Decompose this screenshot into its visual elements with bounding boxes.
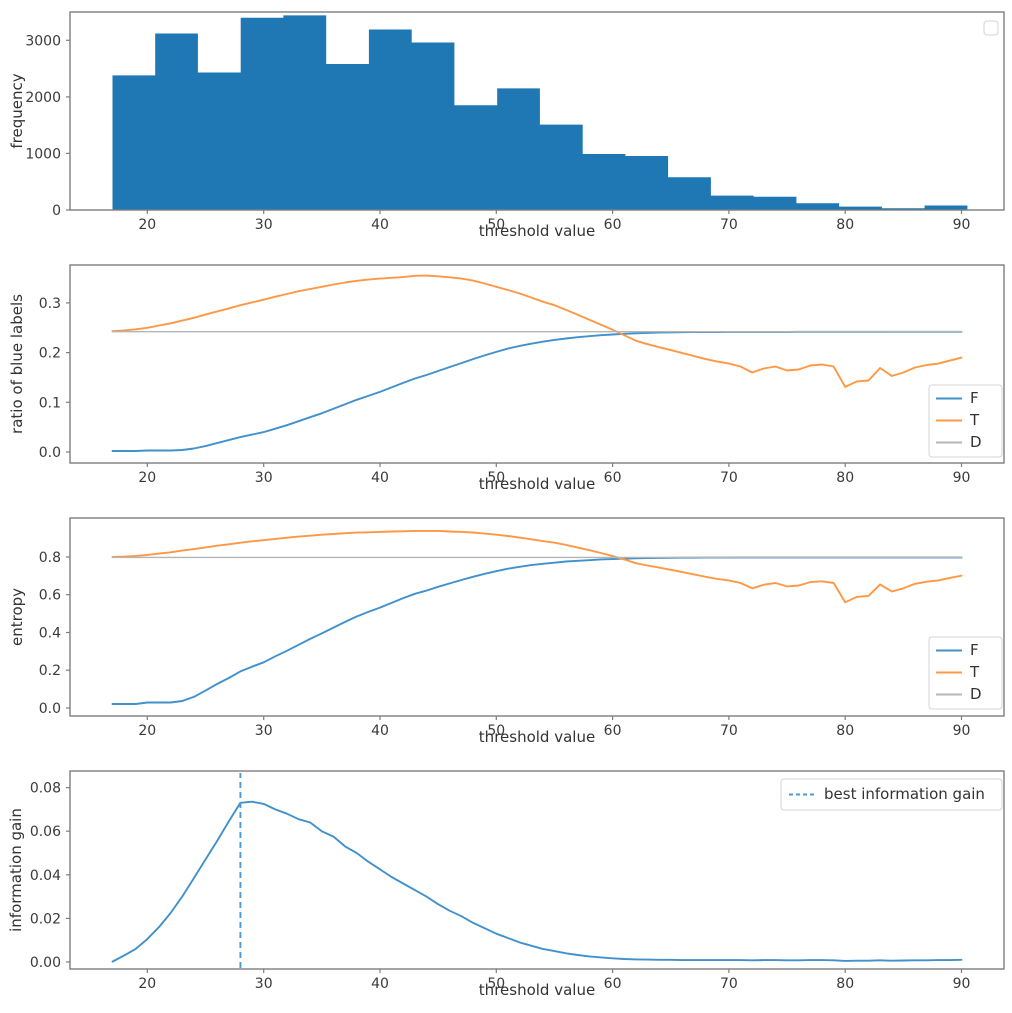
x-tick-label: 20: [138, 470, 156, 486]
x-tick-label: 60: [604, 470, 622, 486]
x-tick-label: 50: [487, 217, 505, 233]
x-tick-label: 80: [836, 470, 854, 486]
y-tick-label: 0.0: [39, 445, 61, 461]
legend-box: [780, 778, 1003, 811]
x-tick-label: 40: [371, 217, 389, 233]
x-tick-label: 70: [720, 976, 738, 992]
histogram-bars: [112, 15, 968, 211]
x-tick-label: 60: [604, 976, 622, 992]
x-tick-label: 30: [255, 217, 273, 233]
line-series-F: [111, 556, 963, 705]
x-tick-label: 40: [371, 723, 389, 739]
y-tick-label: 0: [52, 203, 61, 219]
x-tick-label: 50: [487, 723, 505, 739]
x-tick-label: 80: [836, 723, 854, 739]
axes-frame: [69, 770, 1005, 970]
x-tick-label: 40: [371, 470, 389, 486]
y-tick-label: 1000: [25, 146, 61, 162]
x-tick-label: 90: [953, 723, 971, 739]
y-tick-label: 0.8: [39, 550, 61, 566]
legend-label-d-ratio: D: [970, 433, 982, 451]
x-tick-label: 30: [255, 723, 273, 739]
x-tick-label: 70: [720, 723, 738, 739]
y-axis-label-ratio: ratio of blue labels: [8, 294, 26, 434]
line-series-F: [111, 330, 963, 452]
x-tick-label: 70: [720, 470, 738, 486]
x-tick-label: 90: [953, 470, 971, 486]
x-tick-label: 80: [836, 976, 854, 992]
x-tick-label: 20: [138, 723, 156, 739]
line-series-information-gain: [111, 800, 963, 963]
x-axis-label-2: threshold value: [478, 475, 596, 493]
y-tick-label: 0.2: [39, 663, 61, 679]
x-tick-label: 90: [953, 976, 971, 992]
x-tick-label: 50: [487, 976, 505, 992]
axes-frame: [69, 517, 1005, 717]
y-axis-label-information-gain: information gain: [7, 808, 25, 932]
y-tick-label: 0.1: [39, 395, 61, 411]
y-tick-label: 0.2: [39, 346, 61, 362]
x-tick-label: 30: [255, 976, 273, 992]
x-tick-label: 90: [953, 217, 971, 233]
axes-frame: [69, 264, 1005, 464]
x-axis-label-4: threshold value: [478, 981, 596, 999]
y-tick-label: 2000: [25, 90, 61, 106]
x-tick-label: 40: [371, 976, 389, 992]
line-series-T: [111, 274, 963, 388]
x-tick-label: 60: [604, 217, 622, 233]
legend-box: [983, 20, 999, 36]
x-tick-label: 20: [138, 976, 156, 992]
y-tick-label: 0.08: [30, 781, 61, 797]
legend-label-t-ratio: T: [970, 411, 980, 429]
y-tick-label: 3000: [25, 33, 61, 49]
x-axis-label-1: threshold value: [478, 222, 596, 240]
x-tick-label: 70: [720, 217, 738, 233]
y-tick-label: 0.02: [30, 911, 61, 927]
y-tick-label: 0.4: [39, 626, 61, 642]
x-tick-label: 60: [604, 723, 622, 739]
y-tick-label: 0.3: [39, 296, 61, 312]
legend-label-best-information-gain: best information gain: [824, 785, 985, 803]
legend-label-f-ratio: F: [970, 389, 979, 407]
x-tick-label: 20: [138, 217, 156, 233]
legend-label-d-entropy: D: [970, 685, 982, 703]
y-tick-label: 0.04: [30, 868, 61, 884]
x-axis-label-3: threshold value: [478, 728, 596, 746]
legend-label-t-entropy: T: [970, 663, 980, 681]
y-axis-label-entropy: entropy: [8, 587, 26, 647]
y-tick-label: 0.6: [39, 588, 61, 604]
y-tick-label: 0.0: [39, 701, 61, 717]
legend-box: [928, 384, 1003, 458]
legend-label-f-entropy: F: [970, 641, 979, 659]
line-series-T: [111, 529, 963, 604]
legend-box: [928, 636, 1003, 710]
x-tick-label: 30: [255, 470, 273, 486]
y-axis-label-frequency: frequency: [8, 73, 26, 149]
axes-frame: [69, 11, 1005, 211]
x-tick-label: 50: [487, 470, 505, 486]
y-tick-label: 0.06: [30, 824, 61, 840]
y-tick-label: 0.00: [30, 955, 61, 971]
x-tick-label: 80: [836, 217, 854, 233]
